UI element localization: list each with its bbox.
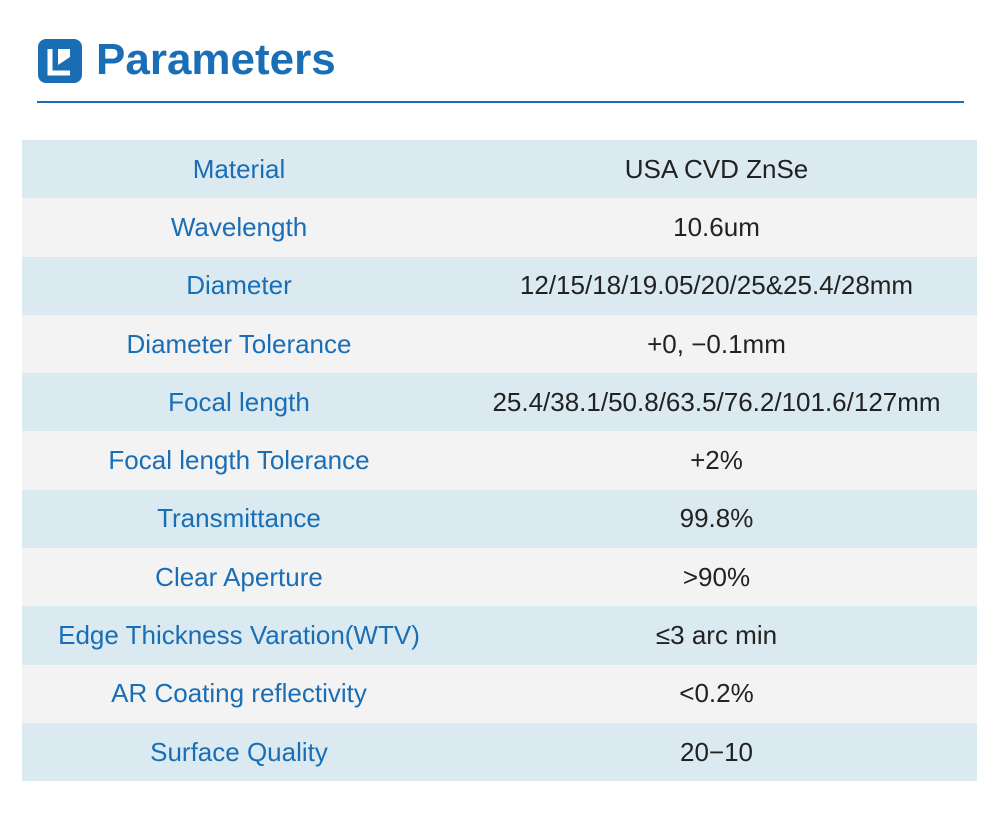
- table-row: Wavelength 10.6um: [22, 198, 977, 257]
- parameter-value: >90%: [682, 561, 751, 592]
- parameter-name: Transmittance: [157, 503, 321, 534]
- table-row: Diameter Tolerance +0, −0.1mm: [22, 314, 977, 374]
- table-row: Diameter 12/15/18/19.05/20/25&25.4/28mm: [22, 256, 977, 315]
- table-row: Transmittance 99.8%: [22, 489, 977, 549]
- parameter-value: 25.4/38.1/50.8/63.5/76.2/101.6/127mm: [492, 386, 941, 417]
- table-row: Focal length 25.4/38.1/50.8/63.5/76.2/101…: [22, 373, 977, 432]
- parameter-name: Edge Thickness Varation(WTV): [58, 620, 420, 651]
- divider: [37, 101, 964, 103]
- parameter-value: 20−10: [679, 736, 754, 767]
- parameter-value: USA CVD ZnSe: [624, 153, 809, 184]
- parameter-value: +0, −0.1mm: [647, 328, 786, 359]
- table-row: Surface Quality 20−10: [22, 722, 977, 782]
- parameter-name: Focal length Tolerance: [108, 445, 370, 476]
- table-row: Focal length Tolerance +2%: [22, 431, 977, 490]
- page-title: Parameters: [96, 35, 336, 84]
- parameter-value: ≤3 arc min: [655, 620, 778, 651]
- parameter-value: <0.2%: [679, 678, 754, 709]
- table-row: Clear Aperture >90%: [22, 548, 977, 607]
- parameter-name: Diameter: [186, 270, 292, 301]
- parameter-name: Material: [192, 153, 286, 184]
- parameter-value: 12/15/18/19.05/20/25&25.4/28mm: [519, 270, 914, 301]
- table-row: Edge Thickness Varation(WTV) ≤3 arc min: [22, 606, 977, 665]
- parameter-name: Focal length: [168, 386, 310, 417]
- parameters-table: Material USA CVD ZnSe Wavelength 10.6um Diam…: [22, 140, 977, 782]
- table-row: Material USA CVD ZnSe: [22, 140, 977, 199]
- logo-icon: [38, 39, 82, 83]
- parameter-value: 10.6um: [673, 211, 760, 242]
- parameter-value: 99.8%: [679, 503, 754, 534]
- parameter-name: Surface Quality: [150, 736, 328, 767]
- parameter-name: Wavelength: [170, 211, 308, 242]
- table-row: AR Coating reflectivity <0.2%: [22, 664, 977, 723]
- parameter-name: AR Coating reflectivity: [111, 678, 367, 709]
- parameter-name: Clear Aperture: [155, 561, 323, 592]
- parameter-value: +2%: [690, 445, 743, 476]
- parameter-name: Diameter Tolerance: [126, 328, 352, 359]
